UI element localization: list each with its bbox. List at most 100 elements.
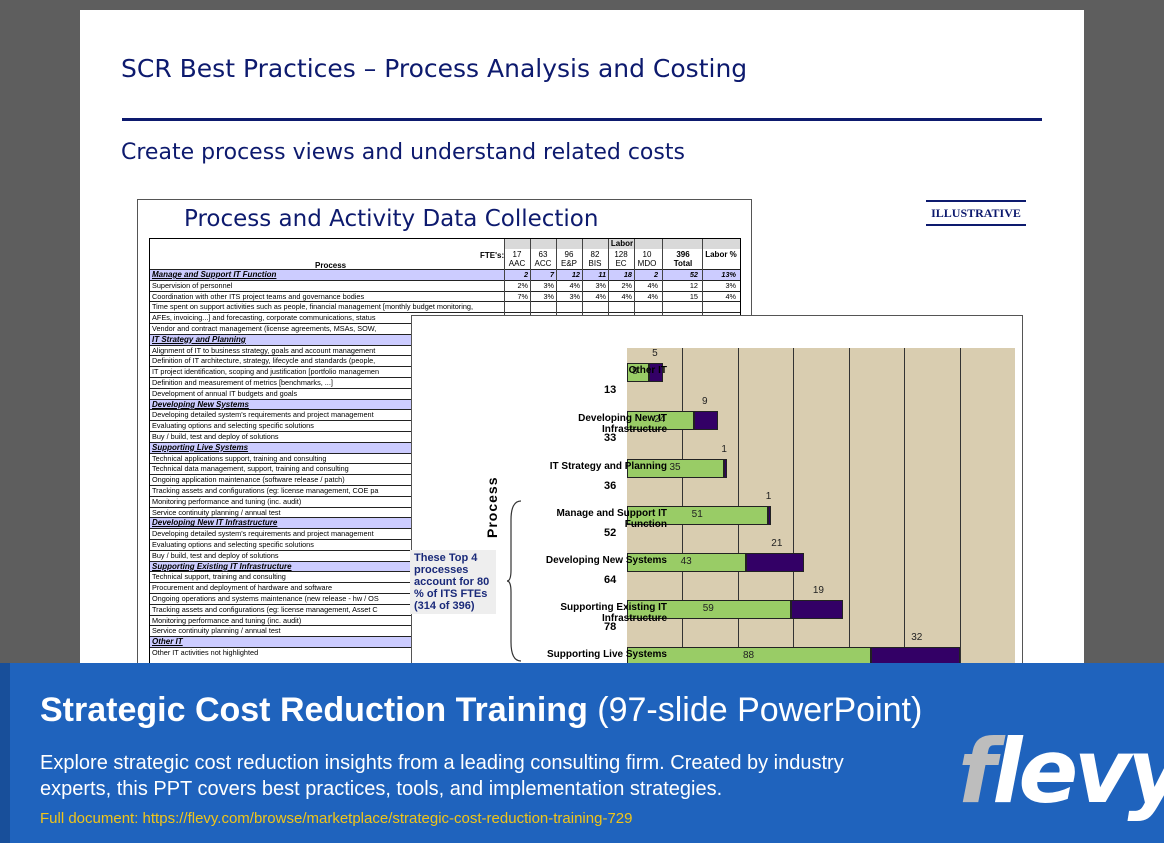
row-value: 3% bbox=[543, 291, 554, 301]
row-label: IT project identification, scoping and j… bbox=[152, 367, 380, 377]
column-code: ACC bbox=[534, 259, 552, 268]
row-value: 7 bbox=[549, 270, 554, 279]
row-label: Buy / build, test and deploy of solution… bbox=[152, 432, 279, 441]
row-label: Other IT activities not highlighted bbox=[152, 648, 259, 657]
flevy-logo[interactable]: flevy bbox=[958, 727, 1164, 817]
banner-title-suffix: (97-slide PowerPoint) bbox=[587, 691, 923, 729]
table-row: AFEs, invoicing...] and forecasting, cor… bbox=[150, 312, 740, 323]
row-value: 11 bbox=[598, 270, 606, 279]
banner-edge bbox=[0, 663, 10, 843]
row-label: Ongoing application maintenance (softwar… bbox=[152, 475, 345, 485]
category-total: 64 bbox=[604, 574, 617, 586]
row-value: 2 bbox=[523, 270, 528, 279]
row-label: Other IT bbox=[152, 637, 183, 647]
sheet-title: Process and Activity Data Collection bbox=[184, 206, 599, 232]
title-divider bbox=[122, 118, 1042, 121]
row-label: Service continuity planning / annual tes… bbox=[152, 626, 281, 636]
logo-f: f bbox=[958, 720, 996, 823]
data-label: 24 bbox=[654, 414, 666, 425]
category-label: Developing New IT Infrastructure bbox=[578, 413, 667, 435]
column-header: Labor % bbox=[704, 250, 738, 259]
data-label: 19 bbox=[812, 585, 824, 596]
gridline bbox=[793, 348, 795, 666]
logo-rest: levy bbox=[992, 720, 1164, 823]
row-label: Supporting Live Systems bbox=[152, 442, 249, 452]
row-label: Technical support, training and consulti… bbox=[152, 572, 286, 582]
gridline bbox=[848, 348, 850, 666]
data-label: 43 bbox=[680, 556, 692, 567]
table-row: Supervision of personnel 2% 3% 4% 3% 2% 4% 12 3% bbox=[150, 279, 740, 291]
labor-header: Labor bbox=[504, 239, 740, 249]
banner-title: Strategic Cost Reduction Training (97-sl… bbox=[40, 691, 922, 730]
row-label: Time spent on support activities such as… bbox=[152, 302, 473, 312]
column-header: 10 MDO bbox=[634, 250, 660, 268]
bar-segment-primary bbox=[627, 553, 747, 572]
column-ftes: 82 bbox=[590, 250, 600, 259]
column-ftes: 396 bbox=[676, 250, 690, 259]
data-label: 5 bbox=[652, 348, 658, 359]
row-value: 3% bbox=[725, 280, 736, 290]
row-label: Tracking assets and configurations (eg: … bbox=[152, 486, 379, 495]
data-label: 59 bbox=[702, 603, 714, 614]
category-label: Other IT bbox=[628, 365, 667, 376]
row-label: Procurement and deployment of hardware a… bbox=[152, 583, 333, 593]
row-value: 2% bbox=[621, 280, 632, 290]
column-code: E&P bbox=[560, 259, 577, 268]
row-label: Development of annual IT budgets and goa… bbox=[152, 388, 298, 398]
data-label: 21 bbox=[771, 538, 783, 549]
bar-segment-secondary bbox=[724, 459, 727, 478]
category-label: Supporting Live Systems bbox=[546, 649, 667, 660]
column-header: 128 EC bbox=[608, 250, 634, 268]
row-value: 3% bbox=[543, 280, 554, 290]
section-row: Manage and Support IT Function 2 7 12 11 18 2 5… bbox=[150, 269, 740, 280]
category-total: 33 bbox=[604, 432, 617, 444]
category-label: Developing New Systems bbox=[545, 555, 667, 566]
bar-segment-primary bbox=[627, 600, 791, 619]
row-label: Service continuity planning / annual tes… bbox=[152, 507, 281, 517]
bar-segment-secondary bbox=[790, 600, 844, 619]
banner-title-bold: Strategic Cost Reduction Training bbox=[40, 691, 588, 729]
data-label: 32 bbox=[911, 632, 923, 643]
row-label: Definition of IT architecture, strategy,… bbox=[152, 356, 376, 366]
row-label: Definition and measurement of metrics [b… bbox=[152, 378, 333, 387]
row-label: Evaluating options and selecting specifi… bbox=[152, 540, 314, 549]
row-value: 4% bbox=[725, 291, 736, 301]
row-label: Monitoring performance and tuning (inc. … bbox=[152, 615, 302, 625]
row-label: Ongoing operations and systems maintenan… bbox=[152, 594, 379, 603]
column-ftes: 10 bbox=[642, 250, 652, 259]
data-label: 8 bbox=[632, 366, 638, 377]
row-label: Supervision of personnel bbox=[152, 280, 233, 290]
document-link[interactable]: Full document: https://flevy.com/browse/… bbox=[40, 810, 633, 827]
category-label: Supporting Existing IT Infrastructure bbox=[560, 602, 667, 624]
column-header: 17 AAC bbox=[504, 250, 530, 268]
row-label: Coordination with other ITS project team… bbox=[152, 291, 365, 301]
bar-segment-primary bbox=[627, 363, 650, 382]
data-label: 1 bbox=[721, 444, 727, 455]
column-code: MDO bbox=[637, 259, 657, 268]
category-total: 52 bbox=[604, 527, 617, 539]
row-value: 15 bbox=[689, 291, 698, 301]
row-value: 3% bbox=[569, 291, 580, 301]
row-value: 4% bbox=[621, 291, 632, 301]
illustrative-tag: ILLUSTRATIVE bbox=[926, 200, 1026, 226]
column-header: 96 E&P bbox=[556, 250, 582, 268]
column-ftes: 17 bbox=[512, 250, 522, 259]
bar-segment-secondary bbox=[746, 553, 805, 572]
bar-segment-primary bbox=[627, 411, 694, 430]
row-label: Vendor and contract management (license … bbox=[152, 324, 377, 333]
ftes-label: FTE's: bbox=[480, 251, 505, 260]
row-value: 3% bbox=[595, 280, 606, 290]
row-value: 2% bbox=[517, 280, 528, 290]
category-total: 36 bbox=[604, 480, 617, 492]
row-value: 7% bbox=[517, 291, 528, 301]
category-total: 13 bbox=[604, 384, 617, 396]
column-code: Labor % bbox=[705, 250, 737, 259]
bar-segment-primary bbox=[627, 459, 724, 478]
category-label: Manage and Support IT Function bbox=[556, 508, 667, 530]
row-value: 12 bbox=[689, 280, 698, 290]
gridline bbox=[959, 348, 961, 666]
row-value: 2 bbox=[653, 270, 658, 279]
bar-segment-secondary bbox=[768, 506, 772, 525]
row-label: Supporting Existing IT Infrastructure bbox=[152, 561, 292, 571]
row-label: Developing New Systems bbox=[152, 399, 249, 409]
